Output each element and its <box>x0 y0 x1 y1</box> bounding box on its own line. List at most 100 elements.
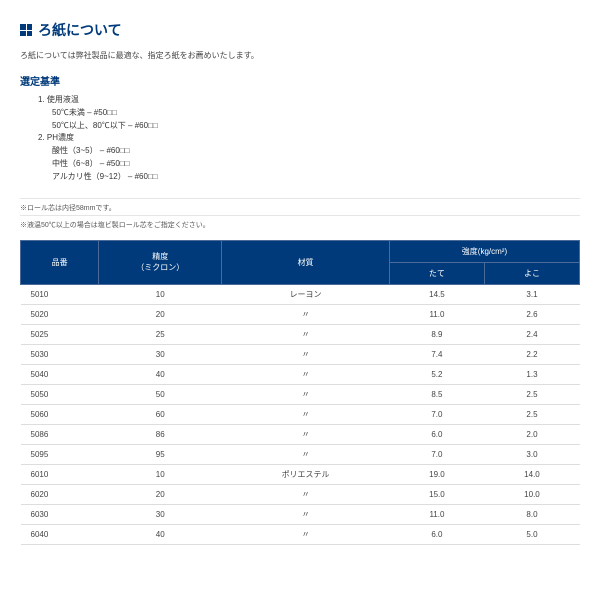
th-product: 品番 <box>21 240 99 284</box>
cell: 3.1 <box>484 284 579 304</box>
spec-table: 品番 精度 （ミクロン） 材質 強度(kg/cm²) たて よこ 501010レ… <box>20 240 580 545</box>
cell: 1.3 <box>484 364 579 384</box>
table-row: 505050〃8.52.5 <box>21 384 580 404</box>
cell: 8.9 <box>389 324 484 344</box>
cell: 2.6 <box>484 304 579 324</box>
criteria-sub: 50℃未満 – #50□□ <box>52 107 580 120</box>
cell: ポリエステル <box>222 464 390 484</box>
cell: 2.0 <box>484 424 579 444</box>
page-title: ろ紙について <box>38 20 122 40</box>
table-row: 501010レーヨン14.53.1 <box>21 284 580 304</box>
table-row: 509595〃7.03.0 <box>21 444 580 464</box>
cell: 〃 <box>222 424 390 444</box>
criteria-item: 1. 使用液温 <box>38 94 580 107</box>
cell: 6020 <box>21 484 99 504</box>
cell: 6.0 <box>389 424 484 444</box>
table-row: 508686〃6.02.0 <box>21 424 580 444</box>
cell: 7.4 <box>389 344 484 364</box>
cell: 〃 <box>222 384 390 404</box>
th-strength-group: 強度(kg/cm²) <box>389 240 579 262</box>
table-row: 603030〃11.08.0 <box>21 504 580 524</box>
cell: 30 <box>99 344 222 364</box>
cell: 19.0 <box>389 464 484 484</box>
th-yoko: よこ <box>484 262 579 284</box>
title-grid-icon <box>20 24 32 36</box>
th-precision: 精度 （ミクロン） <box>99 240 222 284</box>
cell: 5086 <box>21 424 99 444</box>
cell: 5030 <box>21 344 99 364</box>
cell: 〃 <box>222 324 390 344</box>
cell: レーヨン <box>222 284 390 304</box>
cell: 8.0 <box>484 504 579 524</box>
cell: 2.2 <box>484 344 579 364</box>
criteria-list: 1. 使用液温 50℃未満 – #50□□ 50℃以上、80℃以下 – #60□… <box>38 94 580 184</box>
table-row: 506060〃7.02.5 <box>21 404 580 424</box>
intro-text: ろ紙については弊社製品に最適な、指定ろ紙をお薦めいたします。 <box>20 50 580 61</box>
table-row: 602020〃15.010.0 <box>21 484 580 504</box>
cell: 〃 <box>222 364 390 384</box>
cell: 50 <box>99 384 222 404</box>
cell: 5.0 <box>484 524 579 544</box>
cell: 6010 <box>21 464 99 484</box>
criteria-sub: 中性（6~8） – #50□□ <box>52 158 580 171</box>
cell: 〃 <box>222 504 390 524</box>
cell: 14.0 <box>484 464 579 484</box>
cell: 〃 <box>222 524 390 544</box>
cell: 20 <box>99 304 222 324</box>
cell: 6030 <box>21 504 99 524</box>
cell: 11.0 <box>389 304 484 324</box>
cell: 25 <box>99 324 222 344</box>
cell: 3.0 <box>484 444 579 464</box>
cell: 95 <box>99 444 222 464</box>
cell: 2.5 <box>484 404 579 424</box>
cell: 10 <box>99 464 222 484</box>
cell: 5095 <box>21 444 99 464</box>
cell: 40 <box>99 524 222 544</box>
cell: 40 <box>99 364 222 384</box>
table-row: 502525〃8.92.4 <box>21 324 580 344</box>
cell: 5050 <box>21 384 99 404</box>
cell: 5010 <box>21 284 99 304</box>
cell: 〃 <box>222 484 390 504</box>
table-row: 502020〃11.02.6 <box>21 304 580 324</box>
table-row: 601010ポリエステル19.014.0 <box>21 464 580 484</box>
page-title-row: ろ紙について <box>20 20 580 40</box>
criteria-heading: 選定基準 <box>20 73 580 88</box>
criteria-sub: アルカリ性（9~12） – #60□□ <box>52 171 580 184</box>
cell: 5.2 <box>389 364 484 384</box>
table-row: 604040〃6.05.0 <box>21 524 580 544</box>
footnote: ※液温50℃以上の場合は塩ビ製ロール芯をご指定ください。 <box>20 215 580 230</box>
cell: 8.5 <box>389 384 484 404</box>
cell: 5025 <box>21 324 99 344</box>
criteria-sub: 酸性（3~5） – #60□□ <box>52 145 580 158</box>
cell: 5020 <box>21 304 99 324</box>
cell: 10.0 <box>484 484 579 504</box>
criteria-sub: 50℃以上、80℃以下 – #60□□ <box>52 120 580 133</box>
table-row: 504040〃5.21.3 <box>21 364 580 384</box>
th-material: 材質 <box>222 240 390 284</box>
cell: 20 <box>99 484 222 504</box>
footnote: ※ロール芯は内径58mmです。 <box>20 198 580 213</box>
cell: 10 <box>99 284 222 304</box>
cell: 60 <box>99 404 222 424</box>
cell: 15.0 <box>389 484 484 504</box>
cell: 86 <box>99 424 222 444</box>
cell: 〃 <box>222 404 390 424</box>
cell: 11.0 <box>389 504 484 524</box>
cell: 14.5 <box>389 284 484 304</box>
cell: 30 <box>99 504 222 524</box>
cell: 〃 <box>222 444 390 464</box>
cell: 5040 <box>21 364 99 384</box>
cell: 2.5 <box>484 384 579 404</box>
criteria-item: 2. PH濃度 <box>38 132 580 145</box>
cell: 〃 <box>222 344 390 364</box>
cell: 2.4 <box>484 324 579 344</box>
cell: 5060 <box>21 404 99 424</box>
cell: 〃 <box>222 304 390 324</box>
table-row: 503030〃7.42.2 <box>21 344 580 364</box>
cell: 7.0 <box>389 404 484 424</box>
cell: 6.0 <box>389 524 484 544</box>
cell: 6040 <box>21 524 99 544</box>
th-tate: たて <box>389 262 484 284</box>
cell: 7.0 <box>389 444 484 464</box>
